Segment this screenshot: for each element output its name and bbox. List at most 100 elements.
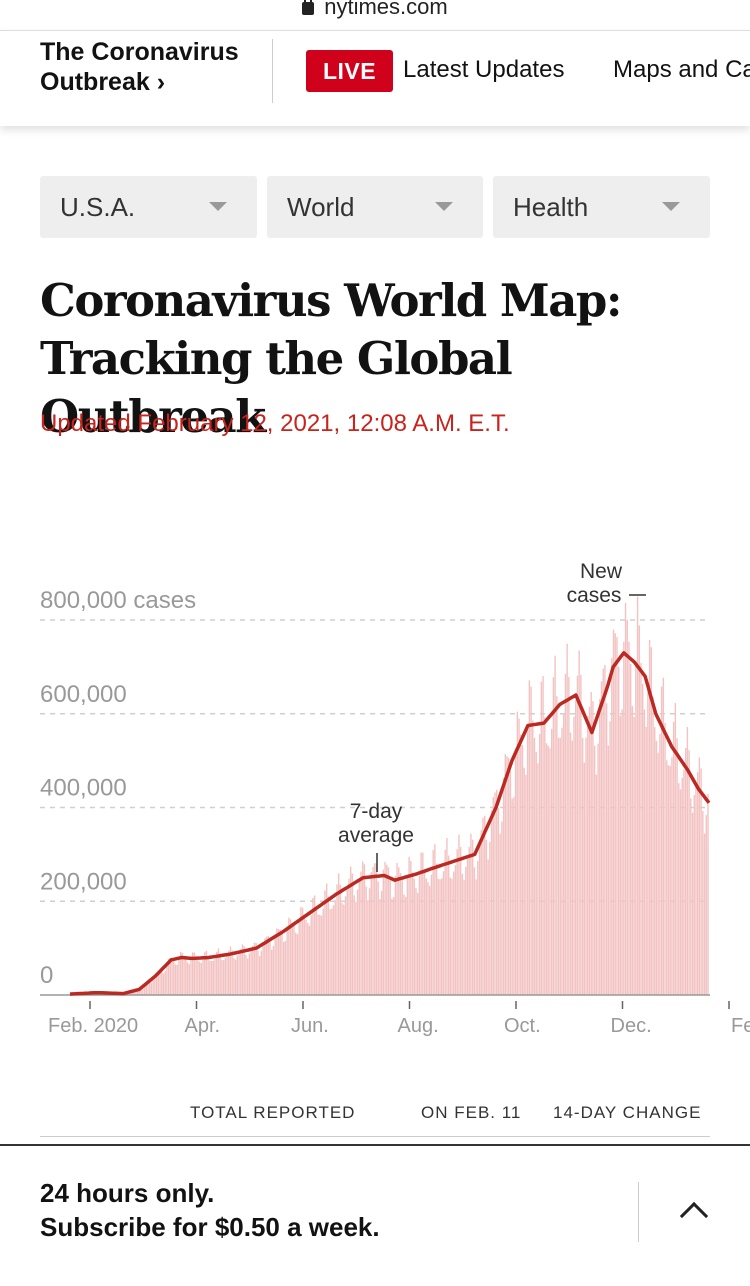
daily-case-bar	[142, 986, 144, 995]
daily-case-bar	[642, 683, 644, 995]
daily-case-bar	[540, 681, 543, 995]
daily-case-bar	[521, 745, 524, 995]
daily-case-bar	[207, 956, 209, 995]
x-tick-label: Feb. 2020	[48, 1015, 138, 1037]
daily-case-bar	[621, 709, 623, 995]
x-tick-label: Jun.	[291, 1015, 329, 1037]
daily-case-bar	[626, 620, 628, 995]
daily-case-bar	[277, 929, 280, 995]
column-header-total-reported[interactable]: TOTAL REPORTED	[190, 1103, 356, 1122]
daily-case-bar	[310, 915, 312, 995]
daily-case-bar	[449, 877, 452, 995]
daily-case-bar	[191, 952, 194, 995]
daily-case-bar	[432, 850, 434, 995]
nav-link-maps-and-cases[interactable]: Maps and Cases	[613, 56, 750, 83]
cases-chart: 0 200,000 400,000 600,000 800,000 cases Feb.…	[40, 560, 750, 1037]
daily-case-bar	[425, 878, 427, 995]
daily-case-bar	[466, 856, 469, 995]
daily-case-bar	[696, 772, 699, 995]
daily-case-bar	[154, 976, 156, 995]
daily-case-bar	[605, 703, 608, 995]
annotation-cases-label: cases	[567, 584, 622, 607]
x-tick-label: Oct.	[504, 1015, 541, 1037]
column-header-14-day-change[interactable]: 14-DAY CHANGE	[553, 1103, 702, 1122]
daily-case-bar	[219, 953, 221, 995]
daily-case-bar	[578, 650, 580, 995]
daily-case-bar	[257, 950, 259, 995]
daily-case-bar	[616, 637, 618, 995]
filter-dropdown-world[interactable]: World	[267, 176, 483, 238]
daily-case-bar	[490, 810, 493, 995]
daily-case-bar	[221, 959, 223, 995]
daily-case-bar	[403, 894, 405, 995]
daily-case-bar	[401, 880, 403, 995]
daily-case-bar	[337, 873, 340, 995]
browser-url-bar[interactable]: nytimes.com	[0, 0, 750, 30]
url-display[interactable]: nytimes.com	[0, 0, 750, 20]
filter-dropdown-usa[interactable]: U.S.A.	[40, 176, 257, 238]
daily-case-bar	[520, 734, 522, 995]
daily-case-bar	[454, 865, 457, 995]
daily-case-bar	[351, 873, 354, 995]
daily-case-bar	[667, 765, 670, 995]
daily-case-bar	[492, 797, 494, 995]
x-tick-label: Dec.	[611, 1015, 652, 1037]
daily-case-bar	[470, 833, 472, 995]
annotation-7-day-label: 7-day	[350, 800, 403, 823]
updated-timestamp: Updated February 12, 2021, 12:08 A.M. E.…	[40, 410, 510, 437]
daily-case-bar	[367, 900, 369, 995]
subscribe-line-2[interactable]: Subscribe for $0.50 a week.	[40, 1212, 380, 1242]
daily-case-bar	[441, 878, 443, 995]
filter-dropdown-health[interactable]: Health	[493, 176, 710, 238]
daily-case-bar	[349, 866, 352, 995]
daily-case-bar	[336, 884, 338, 995]
headline-line-1: Coronavirus World Map:	[40, 274, 622, 327]
daily-case-bar	[599, 699, 601, 995]
daily-case-bar	[324, 890, 326, 995]
daily-case-bar	[241, 944, 244, 995]
daily-case-bar	[471, 839, 474, 995]
daily-case-bar	[185, 958, 187, 995]
daily-case-bar	[549, 748, 551, 995]
daily-case-bar	[222, 960, 225, 995]
chart-x-axis: Feb. 2020 Apr. Jun. Aug. Oct. Dec. Feb.	[40, 994, 750, 1037]
daily-case-bar	[307, 923, 309, 995]
daily-case-bar	[669, 766, 671, 995]
daily-case-bar	[509, 770, 512, 995]
chevron-down-icon	[209, 202, 227, 211]
daily-case-bar	[344, 896, 347, 995]
daily-case-bar	[370, 872, 373, 995]
daily-case-bar	[264, 938, 266, 995]
daily-case-bar	[353, 895, 355, 995]
daily-case-bar	[600, 681, 603, 995]
daily-case-bar	[607, 745, 610, 995]
section-nav-bar: The Coronavirus Outbreak › LIVE Latest U…	[0, 30, 750, 126]
daily-case-bar	[635, 661, 637, 995]
daily-case-bar	[415, 887, 417, 995]
daily-case-bar	[416, 892, 419, 995]
nav-link-latest-updates[interactable]: Latest Updates	[403, 56, 565, 83]
daily-case-bar	[267, 935, 269, 995]
subscribe-banner[interactable]: 24 hours only. Subscribe for $0.50 a wee…	[0, 1144, 750, 1286]
daily-case-bar	[477, 861, 479, 995]
daily-case-bar	[429, 886, 431, 995]
nav-divider	[272, 39, 273, 103]
daily-case-bar	[368, 888, 371, 995]
daily-case-bar	[557, 737, 560, 995]
daily-case-bar	[195, 957, 197, 995]
daily-case-bar	[325, 883, 328, 995]
daily-case-bar	[526, 730, 529, 995]
daily-case-bar	[465, 866, 467, 995]
daily-case-bar	[604, 664, 606, 995]
column-header-on-date[interactable]: ON FEB. 11	[421, 1103, 522, 1122]
daily-case-bar	[487, 859, 489, 995]
daily-case-bar	[365, 886, 367, 995]
dropdown-label: U.S.A.	[60, 192, 136, 222]
section-title-link[interactable]: The Coronavirus Outbreak ›	[40, 38, 239, 96]
daily-case-bar	[243, 946, 245, 995]
daily-case-bar	[245, 954, 247, 995]
daily-case-bar	[238, 952, 240, 995]
chevron-up-icon[interactable]	[679, 1201, 709, 1231]
live-badge[interactable]: LIVE	[306, 50, 393, 92]
